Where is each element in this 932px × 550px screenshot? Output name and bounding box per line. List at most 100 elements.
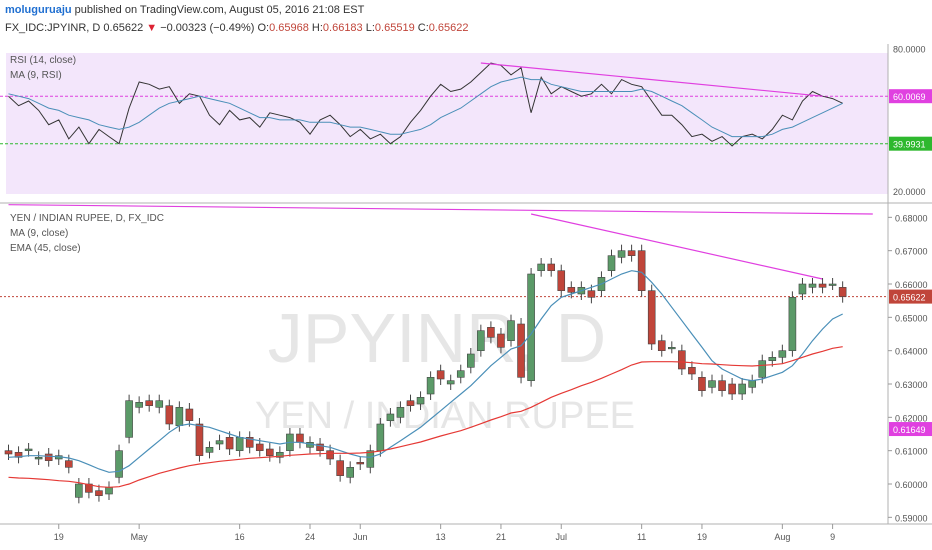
ema-price-tag: [889, 422, 932, 437]
candle-body-53: [537, 263, 545, 271]
candle-body-78: [788, 297, 797, 351]
price-tick-label-6: 0.62000: [895, 413, 928, 423]
time-tick-label-10: Aug: [774, 532, 790, 542]
candle-body-69: [698, 377, 706, 391]
down-arrow-icon: ▼: [146, 22, 158, 34]
candle-body-7: [75, 483, 83, 498]
candle-body-1: [14, 452, 23, 458]
price-legend-symbol[interactable]: YEN / INDIAN RUPEE, D, FX_IDC: [10, 213, 164, 224]
candle-body-42: [426, 377, 435, 395]
candle-body-77: [778, 350, 787, 358]
candle-body-45: [456, 370, 465, 378]
rsi-legend-rsi[interactable]: RSI (14, close): [10, 55, 77, 66]
candle-body-58: [587, 290, 596, 298]
rsi-legend: RSI (14, close) MA (9, RSI): [10, 55, 76, 81]
candle-body-8: [85, 483, 93, 493]
candle-body-14: [145, 400, 153, 406]
candle-body-55: [557, 270, 566, 291]
ma9-line: [8, 270, 843, 473]
time-tick-label-2: 16: [235, 532, 245, 542]
publish-text: published on TradingView.com, August 05,…: [74, 4, 365, 16]
candle-body-38: [386, 413, 395, 421]
rsi-line: [8, 62, 843, 147]
candle-body-20: [205, 447, 214, 453]
price-trendline-0: [8, 204, 873, 215]
candle-body-62: [627, 250, 636, 256]
rsi-level-label-1: 39.9931: [893, 140, 926, 150]
time-tick-label-3: 24: [305, 532, 315, 542]
rsi-legend-ma[interactable]: MA (9, RSI): [10, 70, 62, 81]
candle-body-51: [517, 323, 525, 378]
price-change: −0.00323 (−0.49%): [160, 22, 255, 34]
candle-body-44: [446, 380, 455, 385]
candle-body-79: [798, 283, 807, 295]
candle-body-52: [527, 273, 535, 381]
open-label: O:: [257, 22, 270, 34]
candle-body-40: [406, 400, 415, 406]
candle-body-13: [135, 402, 143, 408]
candle-body-66: [667, 347, 676, 350]
price-legend: YEN / INDIAN RUPEE, D, FX_IDC MA (9, clo…: [10, 213, 164, 254]
candle-body-27: [276, 452, 284, 458]
candle-body-0: [4, 450, 13, 455]
time-tick-label-0: 19: [54, 532, 64, 542]
rsi-band-fill: [6, 53, 888, 194]
candle-body-33: [336, 460, 344, 476]
watermark-ticker: JPYINR, D: [268, 299, 606, 377]
rsi-tick-label-1: 20.0000: [893, 187, 926, 197]
last-price: 0.65622: [103, 22, 144, 34]
candle-body-67: [678, 350, 686, 370]
low-value: 0.65519: [374, 22, 415, 34]
time-tick-label-7: Jul: [555, 532, 567, 542]
candle-body-70: [708, 380, 716, 388]
candle-body-3: [34, 457, 43, 460]
candle-body-22: [225, 437, 234, 450]
low-label: L:: [365, 22, 375, 34]
candle-body-24: [245, 437, 254, 448]
candle-body-60: [607, 255, 616, 271]
candle-body-2: [24, 448, 33, 451]
candle-body-72: [728, 383, 736, 395]
high-value: 0.66183: [322, 22, 363, 34]
candle-body-12: [125, 400, 133, 438]
price-legend-ma[interactable]: MA (9, close): [10, 228, 69, 239]
rsi-ma-line: [8, 76, 843, 138]
close-value: 0.65622: [428, 22, 469, 34]
author-link[interactable]: moluguruaju: [5, 4, 72, 16]
ema45-line: [8, 346, 843, 488]
candle-body-37: [376, 423, 385, 451]
candle-body-75: [758, 360, 767, 378]
high-label: H:: [311, 22, 323, 34]
candle-body-48: [487, 327, 495, 338]
candle-body-41: [416, 397, 425, 405]
candle-body-9: [95, 490, 103, 496]
time-tick-label-1: May: [131, 532, 149, 542]
candle-body-65: [657, 340, 666, 351]
candle-body-49: [497, 333, 505, 348]
rsi-tick-label-0: 80.0000: [893, 45, 926, 55]
candle-body-31: [316, 443, 324, 451]
price-tick-label-8: 0.60000: [895, 480, 928, 490]
ema-price-label: 0.61649: [893, 425, 926, 435]
candle-body-56: [567, 287, 576, 293]
candle-body-83: [838, 287, 847, 297]
candle-body-54: [547, 263, 556, 271]
symbol-label[interactable]: FX_IDC:JPYINR, D: [5, 22, 101, 34]
candle-body-6: [65, 460, 73, 468]
candle-body-26: [265, 448, 274, 456]
candle-body-61: [617, 250, 626, 258]
candle-body-81: [818, 283, 827, 288]
price-tick-label-9: 0.59000: [895, 513, 928, 523]
candle-body-46: [466, 353, 475, 368]
price-legend-ema[interactable]: EMA (45, close): [10, 243, 81, 254]
candle-body-82: [828, 283, 837, 286]
open-value: 0.65968: [269, 22, 309, 34]
candle-body-74: [748, 380, 757, 388]
price-tick-label-4: 0.64000: [895, 347, 928, 357]
publish-info: moluguruaju published on TradingView.com…: [5, 4, 364, 16]
time-tick-label-6: 21: [496, 532, 506, 542]
candle-body-50: [507, 320, 515, 341]
watermark-name: YEN / INDIAN RUPEE: [255, 395, 635, 437]
